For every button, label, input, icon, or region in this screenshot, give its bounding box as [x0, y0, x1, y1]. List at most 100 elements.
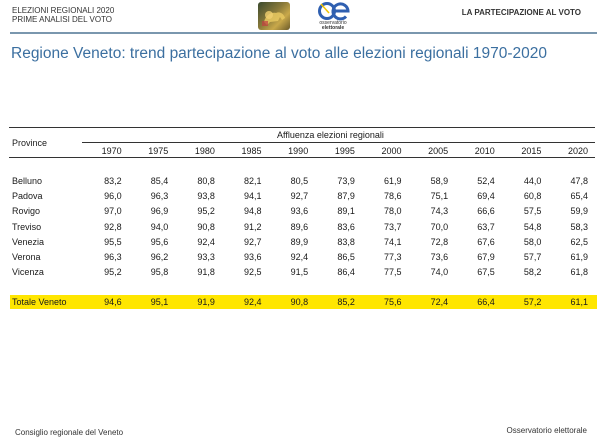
turnout-cell: 92,7	[290, 190, 309, 201]
turnout-cell: 96,3	[150, 190, 169, 201]
turnout-cell: 47,8	[570, 175, 589, 186]
year-header: 1970	[101, 146, 122, 156]
turnout-cell: 67,9	[477, 252, 495, 263]
turnout-cell: 96,9	[150, 206, 169, 217]
table-row: Padova 96,0 96,3 93,8 94,1 92,7 87,9 78,6 75,1 69…	[9, 188, 595, 203]
header-line1: ELEZIONI REGIONALI 2020	[12, 6, 115, 15]
province-name: Venezia	[12, 236, 45, 247]
total-cell: 91,9	[197, 297, 215, 307]
turnout-cell: 77,5	[383, 267, 402, 278]
table-row: Verona 96,3 96,2 93,3 93,6 92,4 86,5 77,3 73,6 67…	[9, 249, 595, 264]
osservatorio-elettorale-logo: osservatorio elettorale	[316, 1, 360, 31]
table-rule-top	[9, 127, 595, 128]
total-cell: 61,1	[570, 297, 589, 307]
row-header: Province	[12, 138, 48, 148]
turnout-cell: 91,5	[290, 267, 309, 278]
province-name: Padova	[12, 190, 43, 201]
turnout-cell: 80,8	[197, 175, 215, 186]
year-header: 2015	[521, 146, 542, 156]
table-row: Venezia 95,5 95,6 92,4 92,7 89,9 83,8 74,1 72,8 6…	[9, 234, 595, 249]
turnout-cell: 93,8	[197, 190, 215, 201]
turnout-cell: 95,8	[150, 267, 169, 278]
turnout-cell: 92,4	[197, 236, 215, 247]
turnout-cell: 58,0	[523, 236, 542, 247]
page-title: Regione Veneto: trend partecipazione al …	[11, 45, 547, 62]
year-headers: 1970 1975 1980 1985 1990 1995 2000 2005 2010 2015…	[82, 146, 595, 156]
total-cell: 57,2	[523, 297, 542, 307]
footer-left: Consiglio regionale del Veneto	[15, 428, 124, 437]
turnout-cell: 73,6	[430, 252, 449, 263]
turnout-cell: 86,4	[337, 267, 355, 278]
table-row: Rovigo 97,0 96,9 95,2 94,8 93,6 89,1 78,0 74,3 66…	[9, 204, 595, 219]
turnout-cell: 92,7	[244, 236, 262, 247]
turnout-cell: 94,8	[244, 206, 262, 217]
turnout-cell: 80,5	[290, 175, 309, 186]
turnout-cell: 54,8	[523, 221, 542, 232]
year-header: 2000	[381, 146, 402, 156]
total-cell: 75,6	[383, 297, 402, 307]
turnout-cell: 74,0	[430, 267, 449, 278]
header-publication: ELEZIONI REGIONALI 2020 PRIME ANALISI DE…	[12, 6, 114, 24]
year-header: 1990	[288, 146, 309, 156]
total-cell: 85,2	[337, 297, 355, 307]
turnout-cell: 75,1	[430, 190, 449, 201]
turnout-cell: 83,6	[337, 221, 355, 232]
total-cell: 72,4	[430, 297, 449, 307]
turnout-cell: 89,6	[290, 221, 309, 232]
turnout-cell: 91,2	[244, 221, 262, 232]
turnout-cell: 77,3	[383, 252, 402, 263]
turnout-cell: 70,0	[430, 221, 449, 232]
turnout-cell: 72,8	[430, 236, 449, 247]
turnout-cell: 96,2	[150, 252, 169, 263]
turnout-cell: 78,6	[383, 190, 402, 201]
turnout-cell: 83,2	[104, 175, 122, 186]
province-name: Vicenza	[12, 267, 44, 278]
turnout-cell: 85,4	[150, 175, 169, 186]
turnout-cell: 58,9	[430, 175, 449, 186]
total-cell: 90,8	[290, 297, 309, 307]
total-label: Totale Veneto	[12, 297, 67, 307]
year-header: 1980	[194, 146, 215, 156]
turnout-cell: 52,4	[477, 175, 495, 186]
table-body: Belluno 83,2 85,4 80,8 82,1 80,5 73,9 61,9 58,9 5…	[9, 173, 595, 280]
turnout-cell: 91,8	[197, 267, 215, 278]
turnout-cell: 74,1	[383, 236, 402, 247]
turnout-cell: 66,6	[477, 206, 495, 217]
turnout-cell: 94,1	[244, 190, 262, 201]
turnout-cell: 69,4	[477, 190, 495, 201]
table-rule-mid	[82, 142, 595, 143]
province-name: Treviso	[12, 221, 42, 232]
turnout-cell: 61,9	[570, 252, 589, 263]
turnout-cell: 95,5	[104, 236, 122, 247]
footer-right: Osservatorio elettorale	[506, 426, 587, 435]
turnout-cell: 95,2	[104, 267, 122, 278]
turnout-cell: 96,3	[104, 252, 122, 263]
turnout-cell: 95,6	[150, 236, 169, 247]
turnout-cell: 93,6	[244, 252, 262, 263]
turnout-cell: 60,8	[523, 190, 542, 201]
turnout-cell: 78,0	[383, 206, 402, 217]
turnout-cell: 73,7	[383, 221, 402, 232]
province-name: Verona	[12, 252, 41, 263]
turnout-cell: 87,9	[337, 190, 355, 201]
turnout-cell: 73,9	[337, 175, 355, 186]
turnout-cell: 86,5	[337, 252, 355, 263]
total-cell: 92,4	[244, 297, 262, 307]
province-name: Rovigo	[12, 206, 41, 217]
turnout-cell: 93,6	[290, 206, 309, 217]
total-cell: 95,1	[150, 297, 169, 307]
turnout-cell: 89,9	[290, 236, 309, 247]
table-row: Treviso 92,8 94,0 90,8 91,2 89,6 83,6 73,7 70,0 6…	[9, 219, 595, 234]
year-header: 2010	[474, 146, 495, 156]
turnout-cell: 65,4	[570, 190, 589, 201]
veneto-lion-logo	[258, 2, 290, 30]
year-header: 2005	[428, 146, 449, 156]
group-header: Affluenza elezioni regionali	[277, 130, 384, 140]
turnout-cell: 57,7	[523, 252, 542, 263]
section-title: LA PARTECIPAZIONE AL VOTO	[461, 8, 581, 17]
turnout-cell: 95,2	[197, 206, 215, 217]
turnout-cell: 61,9	[383, 175, 402, 186]
turnout-cell: 61,8	[570, 267, 589, 278]
turnout-cell: 90,8	[197, 221, 215, 232]
turnout-cell: 63,7	[477, 221, 495, 232]
